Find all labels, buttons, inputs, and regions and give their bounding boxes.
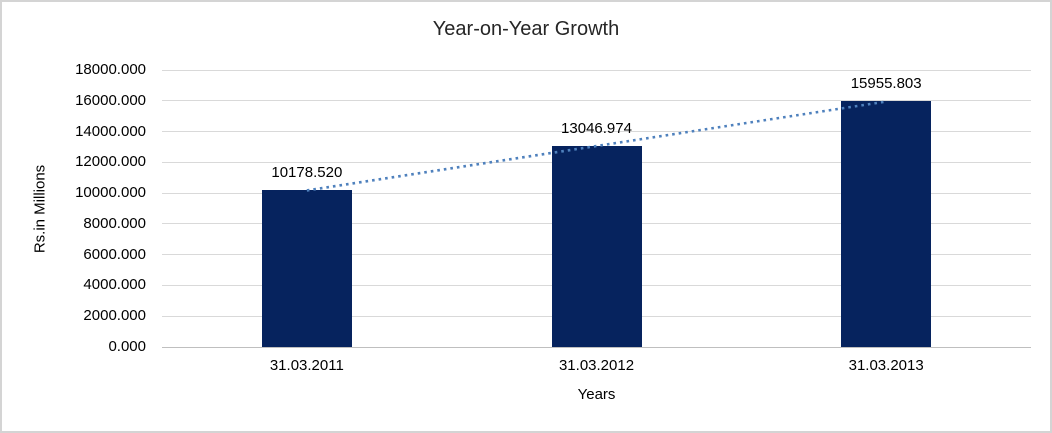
y-tick-label: 6000.000 bbox=[83, 245, 146, 263]
data-label: 10178.520 bbox=[271, 164, 343, 182]
y-axis-title: Rs.in Millions bbox=[31, 164, 49, 254]
data-label: 13046.974 bbox=[561, 120, 632, 138]
y-tick-label: 12000.000 bbox=[75, 153, 146, 171]
gridline bbox=[162, 131, 1031, 133]
x-tick-label: 31.03.2011 bbox=[269, 357, 344, 374]
data-label: 15955.803 bbox=[850, 75, 922, 93]
y-tick-label: 0.000 bbox=[108, 338, 146, 355]
y-tick-label: 8000.000 bbox=[83, 214, 146, 232]
y-tick-label: 16000.000 bbox=[75, 91, 146, 109]
bar-31.03.2013 bbox=[841, 101, 932, 347]
bar-31.03.2011 bbox=[261, 190, 352, 347]
trendline bbox=[306, 100, 887, 192]
gridline bbox=[162, 69, 1031, 71]
y-tick-label: 4000.000 bbox=[83, 276, 146, 294]
x-tick-label: 31.03.2013 bbox=[848, 357, 924, 374]
bar-31.03.2012 bbox=[551, 146, 642, 347]
gridline bbox=[162, 100, 1031, 102]
chart-title: Year-on-Year Growth bbox=[432, 18, 620, 40]
trendline-line bbox=[306, 100, 887, 192]
plot-area: 10178.520 13046.974 15955.803 bbox=[162, 69, 1031, 348]
x-axis-title: Years bbox=[577, 386, 616, 403]
x-tick-label: 31.03.2012 bbox=[558, 357, 635, 374]
y-tick-label: 14000.000 bbox=[75, 122, 146, 140]
y-tick-label: 10000.000 bbox=[75, 184, 146, 202]
y-tick-label: 18000.000 bbox=[75, 61, 146, 78]
y-tick-label: 2000.000 bbox=[83, 307, 146, 325]
